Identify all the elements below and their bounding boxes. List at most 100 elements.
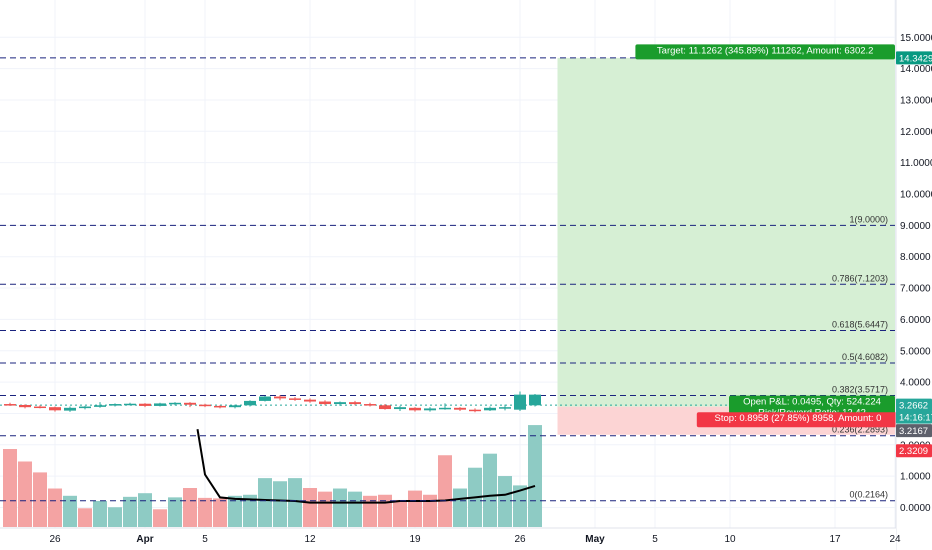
volume-bar xyxy=(483,453,497,527)
volume-bar xyxy=(18,461,32,527)
candle-body xyxy=(529,394,541,406)
candle-body xyxy=(259,396,271,401)
fib-label: 0.5(4.6082) xyxy=(842,352,888,362)
candle-body xyxy=(49,407,61,411)
volume-bar xyxy=(303,488,317,527)
candle-body xyxy=(469,409,481,412)
volume-bar xyxy=(378,494,392,527)
candle-body xyxy=(379,405,391,410)
price-tag: 14.3429 xyxy=(896,51,932,65)
volume-bar xyxy=(423,494,437,527)
fib-label: 0.618(5.6447) xyxy=(832,320,888,330)
price-tag: 3.2662 xyxy=(896,398,932,412)
candle-body xyxy=(499,407,511,409)
volume-bar xyxy=(453,488,467,527)
price-tag-bg xyxy=(896,410,932,424)
fib-label: 0.786(7.1203) xyxy=(832,273,888,283)
volume-bar xyxy=(528,425,542,527)
price-tick-label: 11.0000 xyxy=(900,158,932,169)
time-tick-label: 5 xyxy=(202,534,208,545)
volume-bar xyxy=(243,494,257,527)
time-tick-label: 5 xyxy=(652,534,658,545)
volume-bar xyxy=(78,508,92,527)
time-tick-label: 12 xyxy=(304,534,316,545)
volume-bar xyxy=(333,488,347,527)
price-tick-label: 13.0000 xyxy=(900,95,932,106)
price-tag: 14:16:17 xyxy=(896,410,932,424)
candle-body xyxy=(214,405,226,408)
time-tick-label: 17 xyxy=(829,534,841,545)
volume-bar xyxy=(348,491,362,527)
time-tick-label: Apr xyxy=(136,534,153,545)
candle-body xyxy=(109,404,121,406)
price-tag: 3.2167 xyxy=(896,424,932,438)
volume-bar xyxy=(168,497,182,527)
fib-label: 0.382(3.5717) xyxy=(832,385,888,395)
time-axis-ticks: 26 Apr 5 12 19 26 May 5 10 17 24 xyxy=(49,534,901,545)
volume-bar xyxy=(183,488,197,527)
volume-bar xyxy=(318,491,332,527)
stop-label: Stop: 0.8958 (27.85%) 8958, Amount: 0 xyxy=(696,412,900,428)
volume-bar xyxy=(48,488,62,527)
volume-bar xyxy=(408,490,422,527)
candle-body xyxy=(229,405,241,408)
candle-body xyxy=(4,404,16,406)
price-tag-bg xyxy=(896,424,932,438)
candle-body xyxy=(364,404,376,406)
price-tick-label: 14.0000 xyxy=(900,64,932,75)
target-label-text: Target: 11.1262 (345.89%) 111262, Amount… xyxy=(657,45,874,56)
candle-body xyxy=(409,407,421,411)
price-tag-text: 14.3429 xyxy=(899,53,932,64)
fib-label: 0.236(2.2893) xyxy=(832,425,888,435)
price-axis-bg xyxy=(896,0,932,550)
candle-body xyxy=(199,404,211,407)
candle-body xyxy=(79,406,91,409)
price-tick-label: 7.0000 xyxy=(900,284,931,295)
volume-bar xyxy=(438,455,452,527)
time-tick-label: 26 xyxy=(514,534,526,545)
volume-bar xyxy=(228,495,242,527)
candle-body xyxy=(439,407,451,410)
price-tick-label: 5.0000 xyxy=(900,346,931,357)
volume-bar xyxy=(498,476,512,527)
price-tick-label: 8.0000 xyxy=(900,252,931,263)
candle-body xyxy=(289,398,301,400)
candle-body xyxy=(454,407,466,410)
time-tick-label: 10 xyxy=(724,534,736,545)
target-label: Target: 11.1262 (345.89%) 111262, Amount… xyxy=(635,44,895,60)
target-label-bg xyxy=(635,44,895,60)
stop-label-bg xyxy=(696,412,900,428)
time-tick-label: 26 xyxy=(49,534,61,545)
candle-body xyxy=(64,407,76,411)
candle-body xyxy=(424,408,436,411)
volume-bar xyxy=(393,499,407,527)
pnl-label-text: Open P&L: 0.0495, Qty: 524.224 xyxy=(743,397,881,408)
volume-bar xyxy=(108,507,122,527)
candles xyxy=(4,391,541,413)
volume-ma-line xyxy=(196,429,536,504)
price-tag-bg xyxy=(896,444,932,458)
time-tick-label: 19 xyxy=(409,534,421,545)
target-zone xyxy=(557,57,895,407)
price-tick-label: 10.0000 xyxy=(900,190,932,201)
price-tick-label: 9.0000 xyxy=(900,221,931,232)
volume-bar xyxy=(513,485,527,527)
candle-body xyxy=(124,403,136,406)
fib-label: 1(9.0000) xyxy=(849,214,888,224)
candle-body xyxy=(34,406,46,409)
candle-body xyxy=(514,394,526,410)
volume-bar xyxy=(138,493,152,527)
price-tag-text: 14:16:17 xyxy=(899,413,932,424)
volume-bar xyxy=(153,509,167,527)
candle-body xyxy=(154,403,166,406)
volume-bar xyxy=(288,478,302,527)
price-tick-label: 1.0000 xyxy=(900,472,931,483)
candle-body xyxy=(169,402,181,405)
price-tick-label: 4.0000 xyxy=(900,378,931,389)
stop-label-text: Stop: 0.8958 (27.85%) 8958, Amount: 0 xyxy=(715,413,882,424)
time-axis-bg xyxy=(0,528,896,550)
candle-body xyxy=(184,402,196,405)
candle-body xyxy=(94,405,106,407)
